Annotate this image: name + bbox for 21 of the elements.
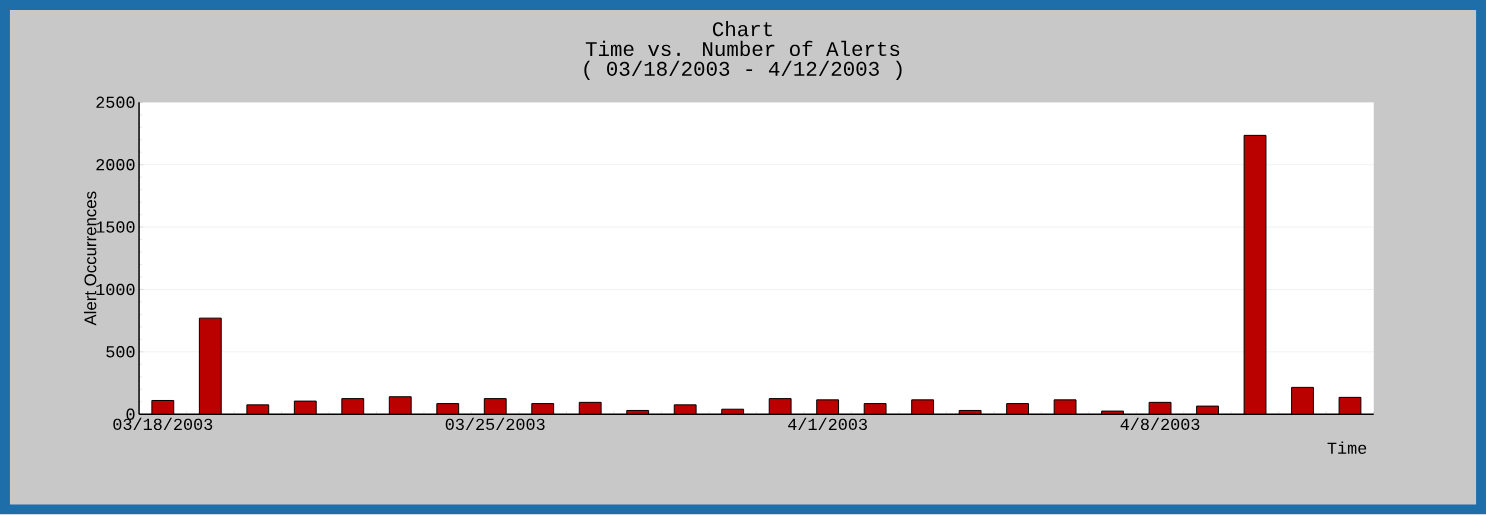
- bar: [1243, 135, 1267, 415]
- x-tick-label: 03/25/2003: [445, 417, 545, 431]
- x-tick-label: 4/8/2003: [1120, 417, 1200, 431]
- bar: [436, 403, 459, 415]
- x-axis-title: Time: [1327, 441, 1367, 455]
- x-tick-label: 4/1/2003: [788, 417, 867, 431]
- bar: [1006, 403, 1029, 415]
- y-tick-label: 2500: [96, 96, 135, 109]
- y-tick-label: 1000: [96, 283, 135, 296]
- y-tick-label: 2000: [96, 159, 135, 171]
- y-tick-label: 1500: [96, 221, 135, 234]
- bar: [388, 396, 412, 415]
- y-axis-title: Alert Occurrences: [83, 191, 97, 326]
- bar: [341, 398, 365, 415]
- bar: [483, 398, 507, 415]
- chart-subtitle: Time vs. Number of Alerts ( 03/18/2003 - 4/12/2003 ): [584, 41, 902, 81]
- bar: [198, 317, 222, 415]
- bar: [1291, 387, 1314, 415]
- chart-title: Chart: [712, 21, 773, 37]
- bar: [531, 403, 554, 415]
- y-tick-label: 500: [106, 346, 135, 358]
